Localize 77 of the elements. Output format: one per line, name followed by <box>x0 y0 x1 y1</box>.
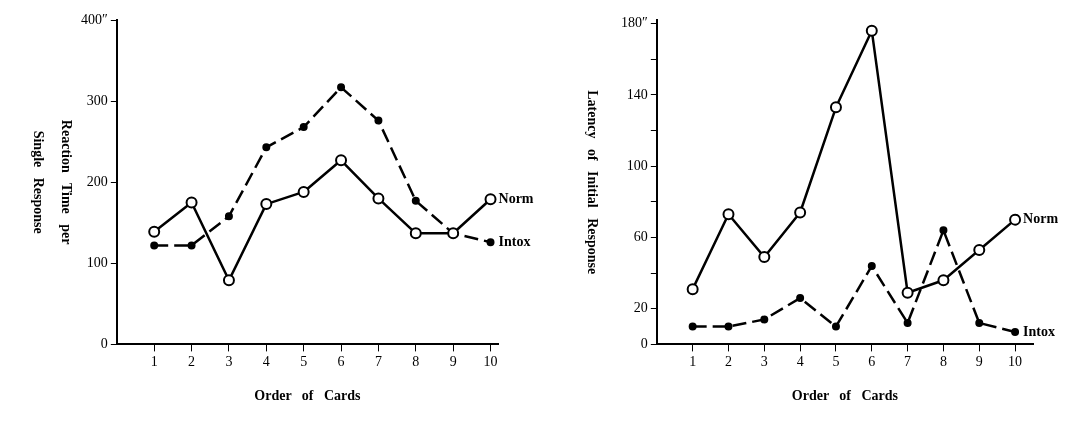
x-tick-label: 1 <box>150 354 158 370</box>
x-axis-title: Order of Cards <box>791 388 899 404</box>
y-tick-label: 0 <box>100 336 108 352</box>
point <box>335 154 348 167</box>
y-tick-label: 0 <box>640 336 648 352</box>
point <box>973 243 986 256</box>
x-tick-label: 7 <box>374 354 382 370</box>
point <box>260 198 273 211</box>
x-tick-label: 2 <box>188 354 196 370</box>
x-tick-label: 10 <box>483 354 498 370</box>
point <box>297 185 310 198</box>
point <box>794 206 807 219</box>
y-tick-label: 20 <box>633 300 648 316</box>
point <box>187 241 196 250</box>
x-tick-label: 3 <box>225 354 233 370</box>
point <box>337 83 346 92</box>
y-tick-label: 180″ <box>620 15 648 31</box>
x-tick-label: 9 <box>449 354 457 370</box>
y-tick-label: 140 <box>626 86 648 102</box>
point <box>903 319 912 328</box>
x-tick-label: 10 <box>1008 354 1023 370</box>
point <box>975 319 984 328</box>
point <box>1011 327 1020 336</box>
x-tick-label: 8 <box>412 354 420 370</box>
point <box>937 274 950 287</box>
x-tick-label: 3 <box>760 354 768 370</box>
point <box>867 261 876 270</box>
x-tick-label: 6 <box>337 354 345 370</box>
x-axis-title: Order of Cards <box>254 388 362 404</box>
point <box>724 322 733 331</box>
x-tick-label: 7 <box>904 354 912 370</box>
series-label: Norm <box>498 190 534 206</box>
point <box>486 238 495 247</box>
point <box>409 227 422 240</box>
x-tick-label: 1 <box>689 354 697 370</box>
series-label: Norm <box>1023 211 1059 227</box>
y-axis-title: Reaction Time per Single Response <box>31 119 75 245</box>
point <box>939 226 948 235</box>
point <box>722 208 735 221</box>
x-tick-label: 4 <box>262 354 270 370</box>
point <box>150 241 159 250</box>
point <box>224 212 233 221</box>
series-label: Intox <box>498 233 531 249</box>
x-tick-label: 8 <box>939 354 947 370</box>
x-tick-label: 5 <box>300 354 308 370</box>
x-tick-label: 2 <box>724 354 732 370</box>
y-tick-label: 400″ <box>80 11 108 27</box>
point <box>758 251 771 264</box>
y-tick-label: 60 <box>633 229 648 245</box>
x-tick-label: 5 <box>832 354 840 370</box>
point <box>686 283 699 296</box>
point <box>688 322 697 331</box>
point <box>831 322 840 331</box>
point <box>185 196 198 209</box>
point <box>901 286 914 299</box>
point <box>484 193 497 206</box>
y-tick-label: 100 <box>626 157 648 173</box>
point <box>299 123 308 132</box>
point <box>411 196 420 205</box>
point <box>1009 213 1022 226</box>
point <box>372 192 385 205</box>
point <box>148 225 161 238</box>
point <box>262 143 271 152</box>
y-tick-label: 300 <box>86 92 108 108</box>
point <box>829 101 842 114</box>
point <box>222 274 235 287</box>
point <box>796 294 805 303</box>
point <box>374 116 383 125</box>
series-label: Intox <box>1023 323 1055 339</box>
x-tick-label: 9 <box>975 354 983 370</box>
y-axis-title: Latency of Initial Response <box>585 90 601 275</box>
y-tick-label: 200 <box>86 173 108 189</box>
point <box>760 315 769 324</box>
y-tick-label: 100 <box>86 254 108 270</box>
point <box>865 24 878 37</box>
x-tick-label: 4 <box>796 354 804 370</box>
x-tick-label: 6 <box>868 354 876 370</box>
